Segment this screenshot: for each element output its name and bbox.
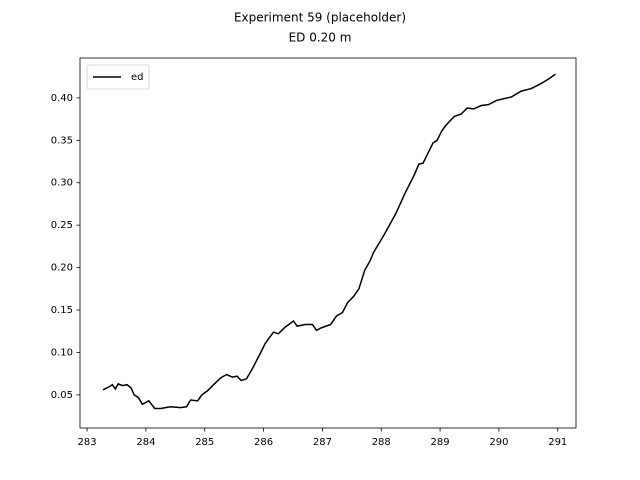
chart-subtitle: ED 0.20 m [289, 31, 352, 45]
data-line [102, 73, 556, 410]
plot-frame [79, 57, 577, 429]
y-tick-label: 0.10 [51, 347, 73, 358]
y-tick-label: 0.40 [51, 93, 73, 104]
x-tick-label: 288 [372, 437, 391, 448]
x-tick-label: 283 [78, 437, 97, 448]
legend-label: ed [131, 72, 144, 83]
x-tick-label: 287 [313, 437, 332, 448]
x-tick-label: 290 [489, 437, 508, 448]
y-tick-label: 0.30 [51, 178, 73, 189]
x-tick-label: 286 [254, 437, 273, 448]
x-tick-label: 284 [136, 437, 155, 448]
y-tick-label: 0.15 [51, 305, 73, 316]
x-tick-label: 291 [548, 437, 567, 448]
y-tick-label: 0.25 [51, 220, 73, 231]
chart-title: Experiment 59 (placeholder) [234, 11, 406, 25]
y-tick-label: 0.05 [51, 390, 73, 401]
x-tick-label: 289 [431, 437, 450, 448]
y-tick-label: 0.20 [51, 263, 73, 274]
y-tick-label: 0.35 [51, 135, 73, 146]
x-tick-label: 285 [195, 437, 214, 448]
